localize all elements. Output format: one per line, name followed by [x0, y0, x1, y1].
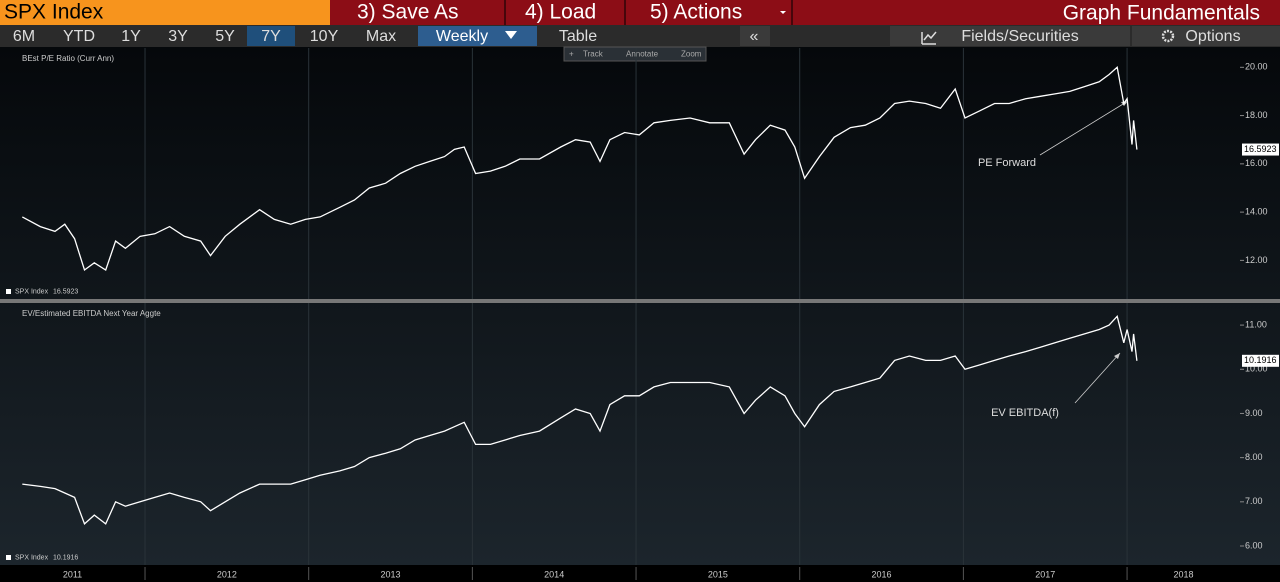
chart-tools	[563, 46, 707, 62]
table-button[interactable]: Table	[559, 28, 597, 45]
tool-icon: +	[569, 50, 574, 59]
range-button[interactable]: 6M	[13, 28, 35, 45]
tool-annotate[interactable]: Annotate	[626, 50, 659, 59]
function-title: Graph Fundamentals	[1063, 2, 1260, 25]
y-tick-label: 16.00	[1245, 158, 1268, 168]
series-line	[21, 66, 1138, 272]
last-value-box	[1242, 143, 1279, 156]
menu-save[interactable]: 3) Save As	[357, 1, 459, 24]
y-tick-label: 10.00	[1245, 364, 1268, 374]
fields-button[interactable]: Fields/Securities	[961, 28, 1078, 45]
fields-bg	[890, 26, 1130, 46]
y-tick-label: 7.00	[1245, 496, 1263, 506]
series-line	[22, 314, 1138, 526]
annotation: EV EBITDA(f)	[991, 407, 1059, 419]
y-tick-label: 9.00	[1245, 408, 1263, 418]
last-value: 16.5923	[1244, 144, 1277, 154]
menu-actions[interactable]: 5) Actions	[650, 1, 742, 24]
panel-title: EV/Estimated EBITDA Next Year Aggte	[22, 309, 161, 318]
legend-value: 10.1916	[53, 554, 78, 561]
y-tick-label: 18.00	[1245, 110, 1268, 120]
x-tick-label: 2011	[63, 569, 82, 579]
x-axis-strip	[0, 565, 1280, 582]
range-button[interactable]: 7Y	[261, 28, 281, 45]
security-title: SPX Index	[4, 1, 104, 24]
collapse-button[interactable]: «	[750, 28, 759, 45]
x-tick-label: 2016	[872, 569, 892, 579]
collapse-bg	[740, 26, 770, 46]
range-button[interactable]: 5Y	[215, 28, 235, 45]
last-value-box	[1242, 354, 1279, 367]
dropdown-arrow	[780, 11, 786, 14]
legend-swatch	[6, 555, 11, 560]
legend-swatch	[6, 289, 11, 294]
y-tick-label: 20.00	[1245, 62, 1268, 72]
menu-bar	[330, 0, 1280, 25]
chart-icon	[921, 31, 937, 45]
y-tick-label: 8.00	[1245, 452, 1263, 462]
annotation-arrow	[1074, 352, 1121, 404]
x-tick-label: 2013	[381, 569, 401, 579]
x-tick-label: 2018	[1174, 569, 1194, 579]
range-button[interactable]: 10Y	[310, 28, 339, 45]
y-tick-label: 11.00	[1245, 319, 1267, 329]
annotation-arrow	[1039, 100, 1129, 156]
range-button[interactable]: 1Y	[121, 28, 141, 45]
legend-value: 16.5923	[53, 288, 78, 295]
range-button[interactable]: YTD	[63, 28, 95, 45]
legend-name: SPX Index	[15, 288, 49, 295]
x-tick-label: 2014	[544, 569, 564, 579]
title-bar	[0, 0, 330, 25]
frequency-label[interactable]: Weekly	[436, 28, 488, 45]
annotation: PE Forward	[978, 157, 1036, 169]
last-value: 10.1916	[1244, 355, 1277, 365]
y-tick-label: 12.00	[1245, 255, 1268, 265]
range-button[interactable]: 3Y	[168, 28, 188, 45]
tool-track[interactable]: Track	[583, 50, 604, 59]
tool-zoom[interactable]: Zoom	[681, 50, 702, 59]
panel-title: BEst P/E Ratio (Curr Ann)	[22, 54, 114, 63]
panel-separator	[0, 299, 1280, 303]
range-selected	[247, 26, 295, 46]
gear-icon	[1161, 29, 1175, 43]
options-button[interactable]: Options	[1185, 28, 1240, 45]
y-tick-label: 6.00	[1245, 540, 1263, 550]
y-tick-label: 14.00	[1245, 206, 1268, 216]
dropdown-arrow	[505, 31, 517, 39]
range-button[interactable]: Max	[366, 28, 396, 45]
legend-name: SPX Index	[15, 554, 49, 561]
x-tick-label: 2015	[708, 569, 728, 579]
chart-area	[0, 47, 1280, 565]
x-tick-label: 2012	[217, 569, 237, 579]
x-tick-label: 2017	[1035, 569, 1055, 579]
menu-load[interactable]: 4) Load	[525, 1, 596, 24]
arrow-head	[1114, 353, 1120, 359]
